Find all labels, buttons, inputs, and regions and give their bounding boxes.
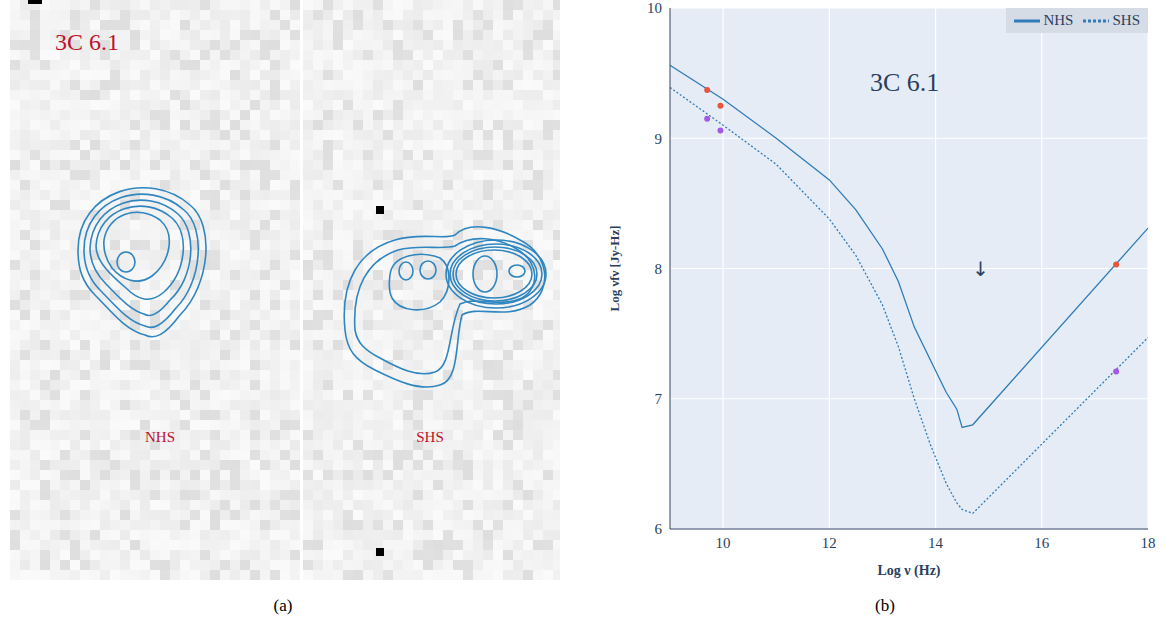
html-text:SHS: SHS — [1112, 12, 1140, 28]
svg-text:Log ν (Hz): Log ν (Hz) — [877, 563, 940, 579]
svg-text:8: 8 — [655, 261, 663, 277]
svg-text:NHS: NHS — [145, 429, 175, 445]
svg-text:SHS: SHS — [416, 429, 444, 445]
svg-text:10: 10 — [716, 535, 731, 551]
html-text:(b): (b) — [875, 596, 895, 615]
svg-text:6: 6 — [655, 521, 663, 537]
svg-text:Log νfν [Jy-Hz]: Log νfν [Jy-Hz] — [607, 226, 622, 312]
svg-text:9: 9 — [655, 131, 663, 147]
svg-text:7: 7 — [655, 391, 663, 407]
svg-text:18: 18 — [1141, 535, 1156, 551]
svg-text:14: 14 — [928, 535, 944, 551]
svg-text:16: 16 — [1034, 535, 1050, 551]
svg-text:12: 12 — [822, 535, 837, 551]
svg-text:↓: ↓ — [972, 257, 989, 281]
html-text:NHS: NHS — [1043, 12, 1074, 28]
svg-text:(a): (a) — [274, 596, 293, 615]
svg-text:3C 6.1: 3C 6.1 — [55, 29, 119, 55]
svg-text:10: 10 — [647, 0, 662, 16]
html-text:3C 6.1: 3C 6.1 — [870, 68, 940, 97]
